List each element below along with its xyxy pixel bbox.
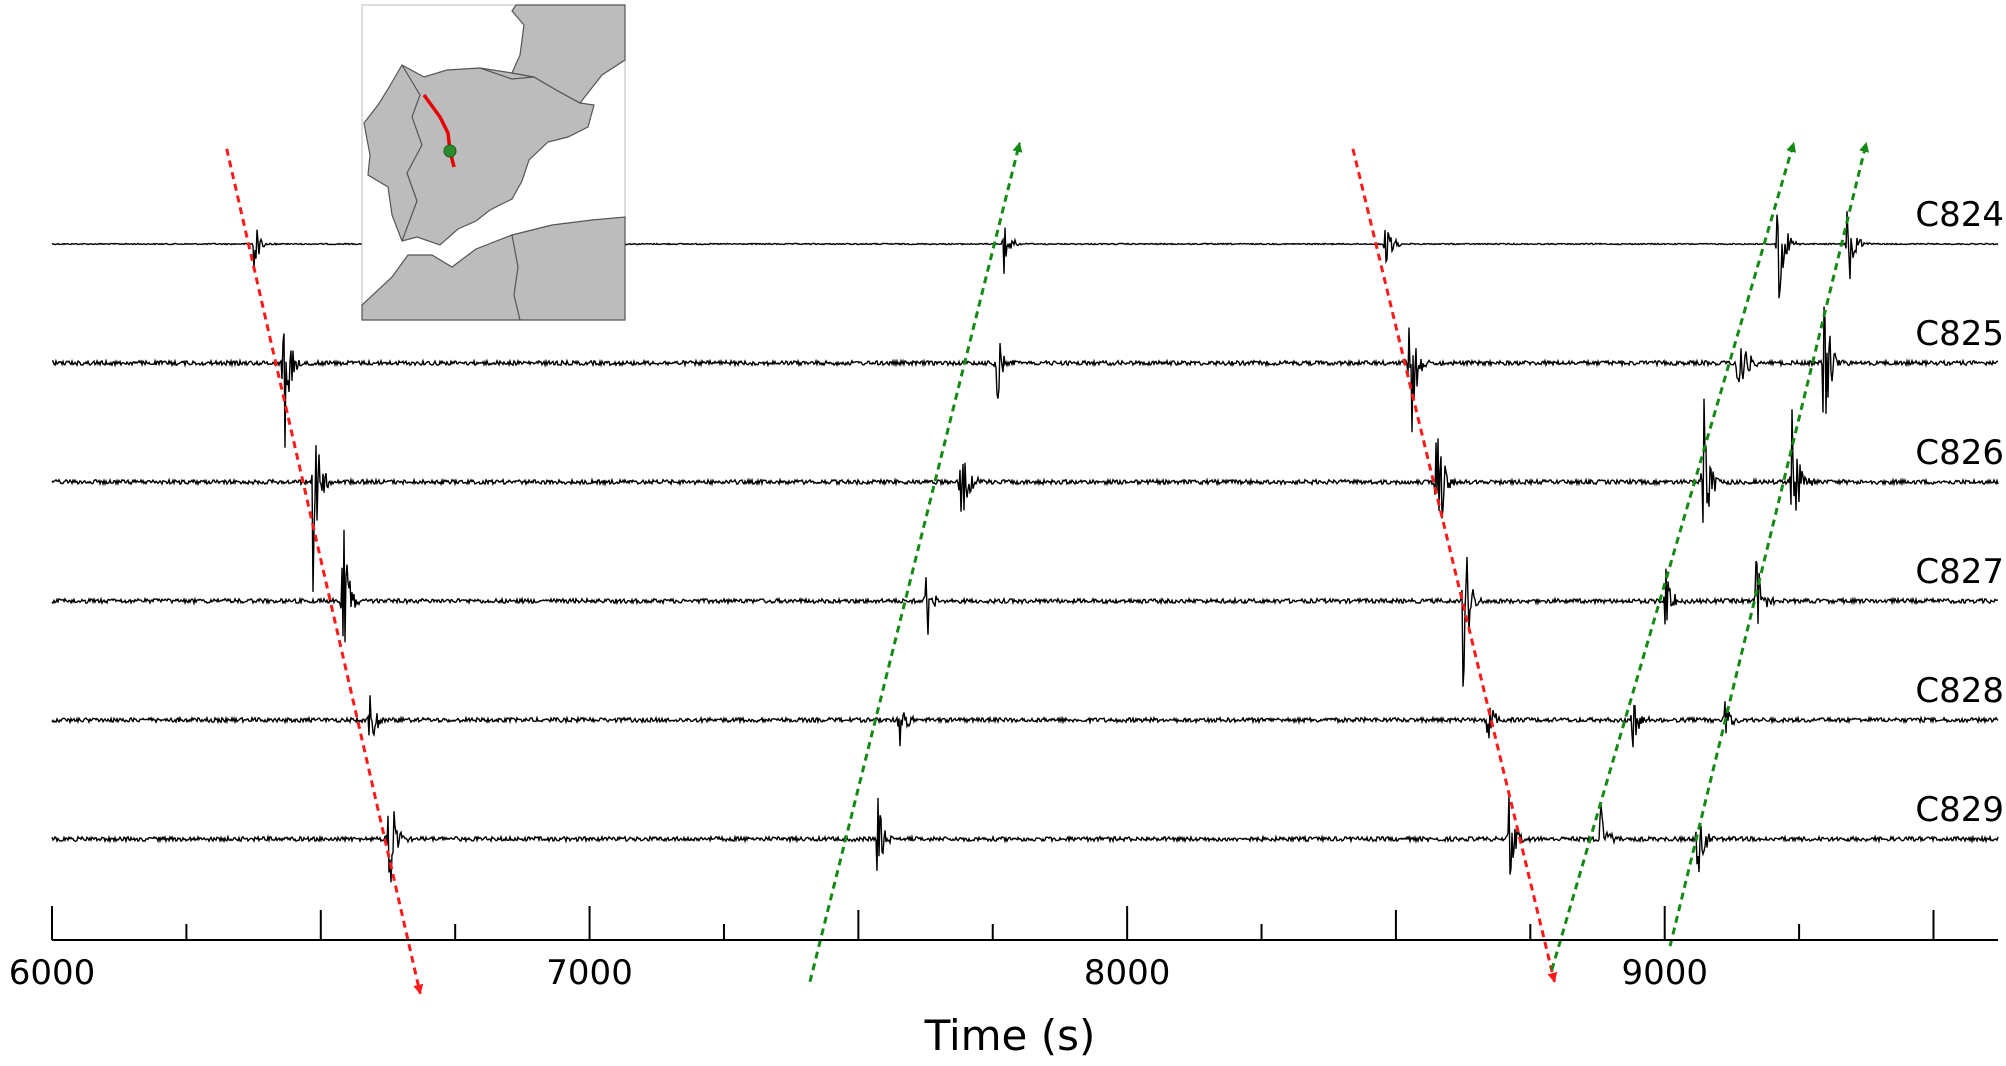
moveout-arrow-5 (1668, 141, 1870, 947)
moveout-arrow-3 (1351, 148, 1558, 983)
station-labels: C824 C825 C826 C827 C828 C829 (1915, 195, 2004, 830)
trace-c825 (51, 306, 1999, 448)
x-tick-label-9000: 9000 (1621, 953, 1708, 993)
trace-c828 (51, 695, 1999, 748)
station-label-c825: C825 (1915, 314, 2004, 354)
inset-map-border-africa (511, 234, 521, 321)
moveout-arrows (225, 141, 1870, 995)
moveout-arrow-2 (808, 141, 1023, 983)
x-axis-ticks (51, 906, 1935, 940)
x-tick-label-7000: 7000 (546, 953, 633, 993)
inset-map-station-marker (443, 144, 457, 158)
trace-c829 (51, 794, 1999, 883)
inset-map-border-pyrenees (479, 67, 535, 80)
inset-map-border-portugal (401, 64, 423, 242)
station-label-c827: C827 (1915, 552, 2004, 592)
moveout-arrow-1 (225, 148, 424, 995)
inset-map-france (511, 4, 626, 104)
inset-map (361, 4, 626, 321)
station-traces (51, 211, 1999, 883)
x-tick-label-8000: 8000 (1084, 953, 1171, 993)
trace-c827 (51, 529, 1999, 687)
trace-c826 (51, 398, 1999, 592)
inset-map-africa (361, 216, 626, 321)
x-axis-tick-labels: 6000 7000 8000 9000 (9, 953, 1708, 993)
x-tick-label-6000: 6000 (9, 953, 96, 993)
moveout-arrow-4 (1550, 141, 1796, 971)
station-label-c826: C826 (1915, 433, 2004, 473)
trace-c824 (51, 211, 1999, 299)
station-label-c828: C828 (1915, 671, 2004, 711)
x-axis-title: Time (s) (924, 1011, 1096, 1060)
station-label-c829: C829 (1915, 790, 2004, 830)
x-axis: 6000 7000 8000 9000 Time (s) (9, 906, 1998, 1060)
station-label-c824: C824 (1915, 195, 2004, 235)
